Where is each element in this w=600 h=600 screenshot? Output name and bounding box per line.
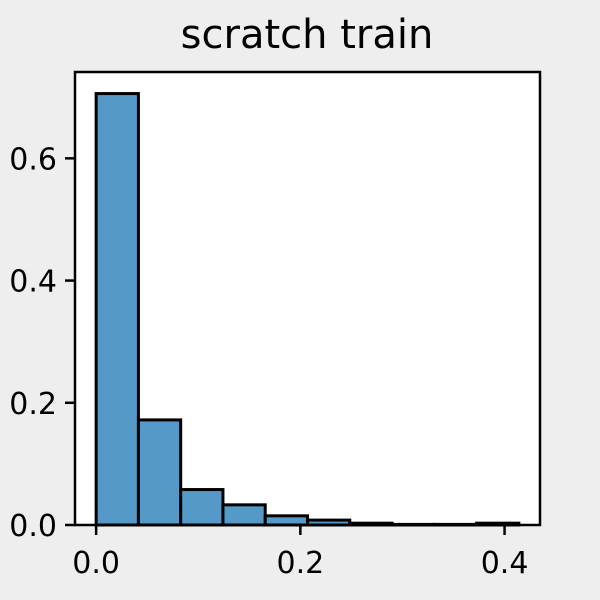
x-tick-label: 0.0 [72,546,120,581]
x-tick-label: 0.4 [481,546,529,581]
y-tick-label: 0.0 [9,509,57,544]
y-tick-label: 0.4 [9,265,57,300]
histogram-bar [221,503,267,527]
histogram-bar [94,92,140,527]
y-tick-label: 0.2 [9,387,57,422]
y-axis: 0.0 0.2 0.4 0.6 [9,142,75,544]
histogram-bar [136,418,183,527]
histogram-bar [179,488,225,527]
chart-title: scratch train [181,12,434,58]
x-tick-label: 0.2 [276,546,324,581]
x-axis: 0.0 0.2 0.4 [72,525,528,581]
plot-frame [73,70,542,527]
histogram-bar [263,514,309,527]
y-tick-label: 0.6 [9,142,57,177]
